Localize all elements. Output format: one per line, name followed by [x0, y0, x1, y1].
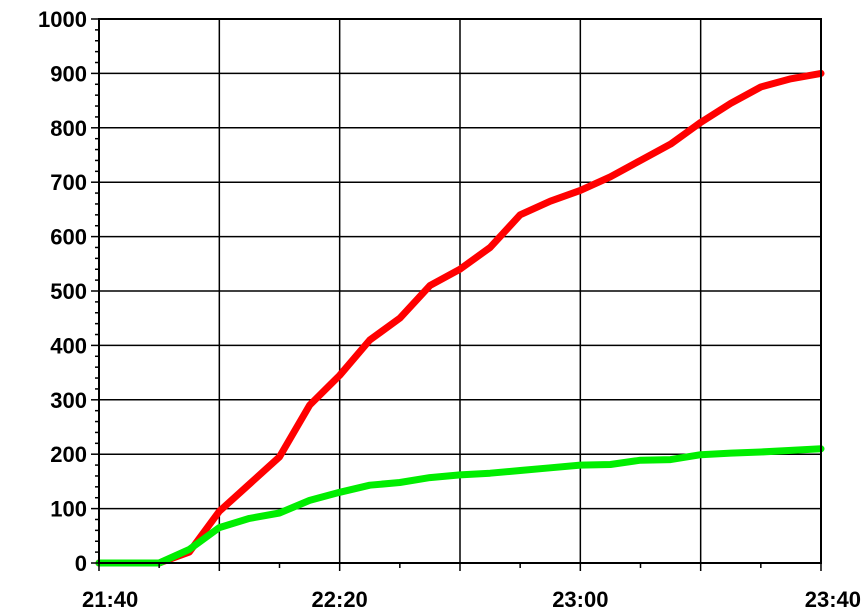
y-tick-label: 800: [50, 116, 87, 141]
y-tick-label: 0: [75, 551, 87, 576]
y-tick-label: 400: [50, 333, 87, 358]
series-layer: [95, 69, 825, 567]
y-tick-label: 300: [50, 388, 87, 413]
y-tick-label: 600: [50, 225, 87, 250]
x-axis: 21:40 22:20 23:00 23:40: [82, 563, 861, 612]
y-tick-label: 700: [50, 170, 87, 195]
x-tick-label: 22:20: [312, 587, 368, 612]
y-tick-label: 900: [50, 61, 87, 86]
y-tick-label: 200: [50, 442, 87, 467]
series-line-1: [95, 69, 825, 567]
y-tick-label: 100: [50, 497, 87, 522]
y-tick-label: 500: [50, 279, 87, 304]
y-axis: 0 100 200 300 400 500 600 700 800 900 1000: [38, 7, 99, 576]
x-tick-label: 23:40: [805, 587, 861, 612]
x-tick-label: 21:40: [82, 587, 138, 612]
grid-lines: [99, 19, 821, 563]
x-tick-label: 23:00: [552, 587, 608, 612]
series-line-2: [95, 445, 825, 567]
y-tick-label: 1000: [38, 7, 87, 32]
